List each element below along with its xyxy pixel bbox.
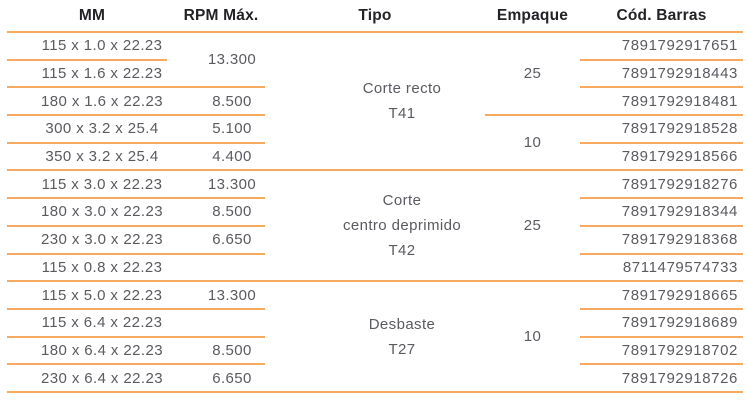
barcode-cell: 7891792918344 xyxy=(580,198,743,227)
table-row: 350 x 3.2 x 25.4 4.400 7891792918566 xyxy=(7,142,743,172)
empaque-cell: 10 xyxy=(485,115,580,172)
barcode-cell: 7891792918276 xyxy=(580,170,743,200)
table-row: 230 x 3.0 x 22.23 6.650 7891792918368 xyxy=(7,225,743,255)
rpm-cell: 4.400 xyxy=(167,142,265,172)
barcode-cell: 7891792918566 xyxy=(580,142,743,172)
mm-cell: 115 x 0.8 x 22.23 xyxy=(7,253,167,283)
tipo-line: Corte xyxy=(382,192,422,210)
rpm-cell: 8.500 xyxy=(167,336,265,366)
table-row: 300 x 3.2 x 25.4 5.100 10 7891792918528 xyxy=(7,115,743,172)
mm-cell: 115 x 5.0 x 22.23 xyxy=(7,281,167,310)
mm-cell: 230 x 3.0 x 22.23 xyxy=(7,225,167,255)
table-row: 115 x 1.0 x 22.23 13.300 Corte recto T41… xyxy=(7,32,743,172)
rpm-cell: 8.500 xyxy=(167,87,265,117)
barcode-cell: 7891792918443 xyxy=(580,59,743,89)
mm-cell: 300 x 3.2 x 25.4 xyxy=(7,115,167,144)
table-row: 115 x 5.0 x 22.23 13.300 Desbaste T27 10… xyxy=(7,281,743,393)
empaque-cell: 10 xyxy=(485,281,580,393)
table-row: 180 x 3.0 x 22.23 8.500 7891792918344 xyxy=(7,198,743,227)
header-row: MM RPM Máx. Tipo Empaque Cód. Barras xyxy=(7,0,743,33)
tipo-line: Corte recto xyxy=(362,80,442,98)
empaque-cell: 25 xyxy=(485,32,580,117)
barcode-cell: 7891792918689 xyxy=(580,308,743,338)
barcode-cell: 7891792918726 xyxy=(580,364,743,393)
tipo-cell: Corte recto T41 xyxy=(265,32,485,172)
table-row: 180 x 6.4 x 22.23 8.500 7891792918702 xyxy=(7,336,743,366)
product-spec-table: MM RPM Máx. Tipo Empaque Cód. Barras 115… xyxy=(7,0,743,393)
mm-cell: 230 x 6.4 x 22.23 xyxy=(7,364,167,393)
mm-cell: 115 x 3.0 x 22.23 xyxy=(7,170,167,200)
barcode-cell: 7891792918481 xyxy=(580,87,743,117)
col-header-rpm: RPM Máx. xyxy=(167,0,265,33)
rpm-cell xyxy=(167,308,265,338)
col-header-mm: MM xyxy=(7,0,167,33)
rpm-cell: 13.300 xyxy=(167,281,265,310)
barcode-cell: 7891792918702 xyxy=(580,336,743,366)
barcode-cell: 7891792918528 xyxy=(580,115,743,144)
mm-cell: 115 x 1.6 x 22.23 xyxy=(7,59,167,89)
table-row: 230 x 6.4 x 22.23 6.650 7891792918726 xyxy=(7,364,743,393)
mm-cell: 115 x 6.4 x 22.23 xyxy=(7,308,167,338)
table-row: 115 x 0.8 x 22.23 8711479574733 xyxy=(7,253,743,283)
rpm-cell: 6.650 xyxy=(167,364,265,393)
tipo-cell: Desbaste T27 xyxy=(265,281,485,393)
table-row: 115 x 1.6 x 22.23 7891792918443 xyxy=(7,59,743,89)
rpm-cell: 6.650 xyxy=(167,225,265,255)
barcode-cell: 7891792918665 xyxy=(580,281,743,310)
mm-cell: 180 x 3.0 x 22.23 xyxy=(7,198,167,227)
mm-cell: 350 x 3.2 x 25.4 xyxy=(7,142,167,172)
col-header-barcode: Cód. Barras xyxy=(580,0,743,33)
barcode-cell: 7891792917651 xyxy=(580,32,743,61)
rpm-cell: 8.500 xyxy=(167,198,265,227)
rpm-cell: 13.300 xyxy=(167,170,265,200)
tipo-line: T42 xyxy=(388,242,416,260)
tipo-cell: Corte centro deprimido T42 xyxy=(265,170,485,283)
table-row: 115 x 3.0 x 22.23 13.300 Corte centro de… xyxy=(7,170,743,283)
empaque-cell: 25 xyxy=(485,170,580,283)
col-header-tipo: Tipo xyxy=(265,0,485,33)
mm-cell: 180 x 6.4 x 22.23 xyxy=(7,336,167,366)
mm-cell: 115 x 1.0 x 22.23 xyxy=(7,32,167,61)
tipo-line: Desbaste xyxy=(368,315,436,333)
table-row: 115 x 6.4 x 22.23 7891792918689 xyxy=(7,308,743,338)
barcode-cell: 7891792918368 xyxy=(580,225,743,255)
mm-cell: 180 x 1.6 x 22.23 xyxy=(7,87,167,117)
col-header-empaque: Empaque xyxy=(485,0,580,33)
rpm-cell xyxy=(167,253,265,283)
rpm-cell: 5.100 xyxy=(167,115,265,144)
table-row: 180 x 1.6 x 22.23 8.500 7891792918481 xyxy=(7,87,743,117)
rpm-cell: 13.300 xyxy=(167,32,265,89)
barcode-cell: 8711479574733 xyxy=(580,253,743,283)
tipo-line: T27 xyxy=(388,340,416,358)
tipo-line: centro deprimido xyxy=(342,217,462,235)
tipo-line: T41 xyxy=(388,105,416,123)
